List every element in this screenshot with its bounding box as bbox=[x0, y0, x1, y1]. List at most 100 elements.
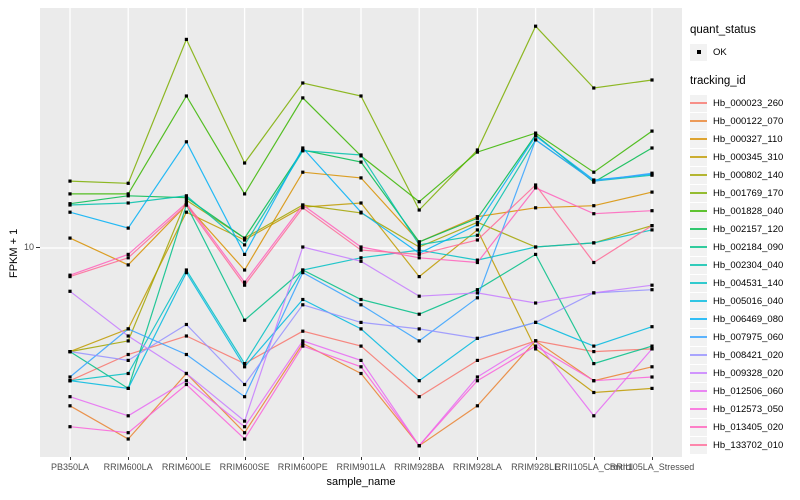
legend-item-Hb_004531_140: Hb_004531_140 bbox=[690, 274, 800, 292]
line-key-icon bbox=[690, 436, 707, 454]
data-point bbox=[475, 228, 479, 232]
data-point bbox=[650, 209, 654, 213]
legend-item-Hb_000327_110: Hb_000327_110 bbox=[690, 130, 800, 148]
data-point bbox=[301, 344, 305, 348]
data-point bbox=[68, 425, 72, 429]
legend-item-label: Hb_000802_140 bbox=[713, 169, 784, 181]
data-point bbox=[68, 404, 72, 408]
data-point bbox=[650, 228, 654, 232]
data-point bbox=[301, 146, 305, 150]
data-point bbox=[475, 238, 479, 242]
x-tick-label: RRIM901LA bbox=[336, 462, 386, 472]
legend-item-Hb_000802_140: Hb_000802_140 bbox=[690, 166, 800, 184]
data-point bbox=[359, 259, 363, 263]
line-key-icon bbox=[690, 400, 707, 418]
data-point bbox=[417, 444, 421, 448]
data-point bbox=[534, 252, 538, 256]
data-point bbox=[359, 176, 363, 180]
legend-item-label: Hb_013405_020 bbox=[713, 421, 784, 433]
legend-item-Hb_001828_040: Hb_001828_040 bbox=[690, 202, 800, 220]
data-point bbox=[650, 224, 654, 228]
data-point bbox=[650, 325, 654, 329]
data-point bbox=[68, 210, 72, 214]
data-point bbox=[184, 371, 188, 376]
y-axis-title: FPKM + 1 bbox=[8, 228, 20, 278]
x-tick-label: RRII105LA_Stressed bbox=[609, 462, 695, 472]
data-point bbox=[534, 131, 538, 135]
data-point bbox=[359, 371, 363, 376]
data-point bbox=[126, 334, 130, 338]
data-point bbox=[126, 263, 130, 267]
data-point bbox=[243, 161, 247, 165]
data-point bbox=[592, 86, 596, 90]
data-point bbox=[184, 201, 188, 205]
x-tick-label: RRIM928LA bbox=[452, 462, 502, 472]
data-point bbox=[650, 375, 654, 379]
x-tick-label: RRIM928BA bbox=[394, 462, 445, 472]
line-key-icon bbox=[690, 112, 707, 130]
data-point bbox=[359, 365, 363, 369]
data-point bbox=[126, 437, 130, 441]
x-tick-label: RRIM600SE bbox=[219, 462, 270, 472]
data-point bbox=[359, 245, 363, 249]
data-point bbox=[359, 153, 363, 157]
line-key-icon bbox=[690, 310, 707, 328]
data-point bbox=[301, 96, 305, 100]
data-point bbox=[359, 327, 363, 331]
data-point bbox=[301, 341, 305, 346]
data-point bbox=[301, 170, 305, 174]
data-point bbox=[475, 296, 479, 300]
data-point bbox=[592, 414, 596, 418]
legend-item-Hb_006469_080: Hb_006469_080 bbox=[690, 310, 800, 328]
legend-item-ok: OK bbox=[690, 43, 800, 61]
x-tick-mark bbox=[593, 457, 595, 460]
data-point bbox=[126, 252, 130, 256]
data-point bbox=[359, 248, 363, 252]
data-point bbox=[417, 208, 421, 212]
x-tick-label: RRIM600LE bbox=[161, 462, 211, 472]
data-point bbox=[534, 134, 538, 138]
legend-items: Hb_000023_260 Hb_000122_070 Hb_000327_110 H… bbox=[690, 94, 800, 454]
legend-item-label: Hb_002304_040 bbox=[713, 259, 784, 271]
data-point bbox=[126, 386, 130, 390]
x-tick-mark bbox=[419, 457, 421, 460]
data-point bbox=[475, 223, 479, 227]
line-key-icon bbox=[690, 184, 707, 202]
data-point bbox=[301, 329, 305, 333]
legend: quant_status OK tracking_id Hb_000023_26… bbox=[690, 24, 800, 468]
legend-item-Hb_000023_260: Hb_000023_260 bbox=[690, 94, 800, 112]
data-point bbox=[650, 283, 654, 287]
data-point bbox=[184, 382, 188, 387]
data-point bbox=[534, 138, 538, 142]
data-point bbox=[592, 344, 596, 348]
data-point bbox=[243, 243, 247, 247]
data-point bbox=[126, 192, 130, 196]
data-point bbox=[243, 437, 247, 441]
x-tick-label: RRIM600LA bbox=[103, 462, 153, 472]
data-point bbox=[359, 303, 363, 307]
legend-item-Hb_013405_020: Hb_013405_020 bbox=[690, 418, 800, 436]
data-point bbox=[534, 320, 538, 324]
plot-lines-canvas bbox=[40, 8, 682, 457]
data-point bbox=[650, 146, 654, 150]
legend-item-label: Hb_008421_020 bbox=[713, 349, 784, 361]
data-point bbox=[68, 375, 72, 379]
data-point bbox=[650, 190, 654, 194]
data-point bbox=[417, 200, 421, 204]
data-point bbox=[126, 431, 130, 435]
data-point bbox=[534, 301, 538, 305]
data-point bbox=[417, 248, 421, 252]
data-point bbox=[243, 236, 247, 240]
legend-item-label: Hb_000345_310 bbox=[713, 151, 784, 163]
data-point bbox=[359, 201, 363, 205]
data-point bbox=[534, 344, 538, 348]
data-point bbox=[592, 170, 596, 174]
data-point bbox=[534, 24, 538, 28]
data-point bbox=[243, 280, 247, 284]
legend-item-label: Hb_133702_010 bbox=[713, 439, 784, 451]
line-key-icon bbox=[690, 148, 707, 166]
data-point bbox=[359, 160, 363, 164]
data-point bbox=[301, 297, 305, 302]
x-tick-label: RRII105LA_Control bbox=[554, 462, 633, 472]
data-point bbox=[592, 350, 596, 354]
